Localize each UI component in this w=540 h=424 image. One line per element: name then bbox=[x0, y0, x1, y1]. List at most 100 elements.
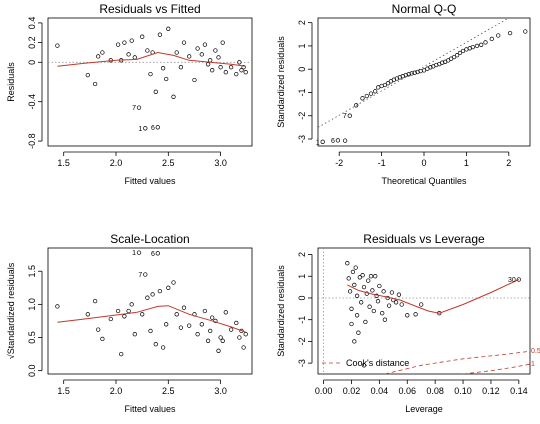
data-point bbox=[356, 330, 361, 335]
data-point bbox=[132, 332, 137, 337]
plot-sl: Scale-Location 1.5 2.0 2.5 3.0 0.0 0.5 1.0 1.5 Fi… bbox=[6, 232, 253, 414]
data-point bbox=[96, 54, 101, 59]
data-point bbox=[352, 282, 357, 288]
plot-rvf: Residuals vs Fitted 1.5 2.0 2.5 3.0 -0.8 -0.4 0… bbox=[6, 2, 253, 186]
data-point bbox=[136, 250, 142, 255]
plot-title: Residuals vs Fitted bbox=[99, 2, 200, 16]
data-point bbox=[489, 36, 494, 42]
data-point bbox=[352, 339, 357, 344]
y-axis-label: √Standardized residuals bbox=[6, 262, 16, 359]
x-tick-label: 0.02 bbox=[343, 386, 361, 396]
data-point bbox=[220, 40, 225, 45]
data-point bbox=[470, 44, 475, 50]
data-point bbox=[243, 70, 248, 75]
data-point bbox=[122, 314, 127, 319]
observation-label: 7 bbox=[138, 272, 142, 279]
plot-frame bbox=[47, 247, 253, 375]
y-tick-label: 0.5 bbox=[27, 331, 37, 344]
data-point bbox=[181, 40, 187, 45]
data-point bbox=[85, 72, 90, 78]
data-point bbox=[178, 65, 184, 70]
data-point bbox=[349, 306, 354, 311]
data-point bbox=[178, 325, 184, 330]
data-point bbox=[166, 26, 171, 31]
x-tick-label: 0.12 bbox=[482, 386, 500, 396]
data-point bbox=[346, 276, 351, 281]
data-point bbox=[367, 304, 372, 309]
data-point bbox=[129, 38, 134, 43]
x-tick-label: 1.5 bbox=[57, 386, 70, 396]
data-point bbox=[216, 55, 221, 60]
observation-label: 7 bbox=[343, 113, 347, 120]
data-point bbox=[451, 54, 457, 60]
observation-label: 30 bbox=[508, 277, 516, 284]
data-point bbox=[377, 283, 382, 289]
data-point bbox=[347, 289, 353, 294]
y-tick-label: 2 bbox=[297, 20, 307, 25]
y-tick-label: -0.8 bbox=[27, 133, 37, 149]
smooth-trend-line bbox=[57, 305, 246, 333]
data-point bbox=[412, 70, 417, 75]
observation-label: 7 bbox=[132, 105, 136, 112]
data-point bbox=[55, 304, 60, 309]
data-point bbox=[347, 113, 352, 118]
data-point bbox=[100, 50, 105, 55]
plot-frame bbox=[317, 17, 531, 147]
y-axis-label: Standardized residuals bbox=[276, 36, 286, 128]
data-point bbox=[335, 138, 341, 143]
data-point bbox=[148, 71, 153, 77]
data-point bbox=[403, 72, 408, 78]
data-point bbox=[92, 298, 98, 304]
data-point bbox=[192, 77, 197, 83]
y-axis-label: Standardized residuals bbox=[276, 265, 286, 357]
data-point bbox=[155, 125, 160, 130]
data-point bbox=[129, 302, 134, 307]
data-point bbox=[381, 289, 386, 294]
data-point bbox=[85, 312, 90, 317]
x-tick-label: 2.5 bbox=[162, 158, 175, 168]
data-point bbox=[164, 76, 169, 82]
x-tick-label: -1 bbox=[378, 158, 386, 168]
x-tick-label: 1.5 bbox=[57, 158, 70, 168]
data-point bbox=[228, 327, 234, 332]
observation-label: 6 bbox=[151, 251, 155, 258]
data-point bbox=[195, 46, 200, 51]
plot-frame bbox=[317, 247, 531, 375]
data-point bbox=[220, 338, 225, 343]
y-tick-label: 0.2 bbox=[27, 36, 37, 49]
data-point bbox=[243, 332, 248, 337]
data-point bbox=[345, 261, 350, 266]
data-point bbox=[119, 351, 124, 357]
data-point bbox=[354, 293, 360, 298]
y-tick-label: 1 bbox=[297, 43, 307, 48]
data-point bbox=[234, 71, 239, 77]
data-point bbox=[460, 48, 466, 54]
data-point bbox=[399, 302, 404, 307]
data-point bbox=[237, 335, 242, 340]
data-point bbox=[223, 70, 228, 75]
data-point bbox=[241, 65, 246, 70]
y-tick-label: 1 bbox=[297, 274, 307, 279]
data-point bbox=[349, 321, 354, 327]
data-point bbox=[126, 308, 131, 314]
data-point bbox=[126, 52, 131, 57]
data-point bbox=[373, 89, 378, 94]
data-point bbox=[145, 295, 150, 300]
data-point bbox=[55, 43, 60, 48]
data-point bbox=[393, 300, 399, 305]
data-point bbox=[132, 55, 137, 60]
y-tick-label: 2 bbox=[297, 252, 307, 257]
data-point bbox=[371, 308, 376, 314]
y-tick-label: -1 bbox=[297, 88, 307, 96]
data-point bbox=[216, 348, 221, 353]
y-tick-label: 0.0 bbox=[27, 364, 37, 377]
data-point bbox=[218, 335, 223, 340]
data-point bbox=[155, 251, 160, 256]
x-tick-label: 2.5 bbox=[162, 386, 175, 396]
data-point bbox=[353, 265, 358, 270]
x-tick-label: 2.0 bbox=[110, 158, 123, 168]
data-point bbox=[234, 320, 239, 326]
data-point bbox=[208, 58, 213, 63]
data-point bbox=[382, 317, 388, 322]
